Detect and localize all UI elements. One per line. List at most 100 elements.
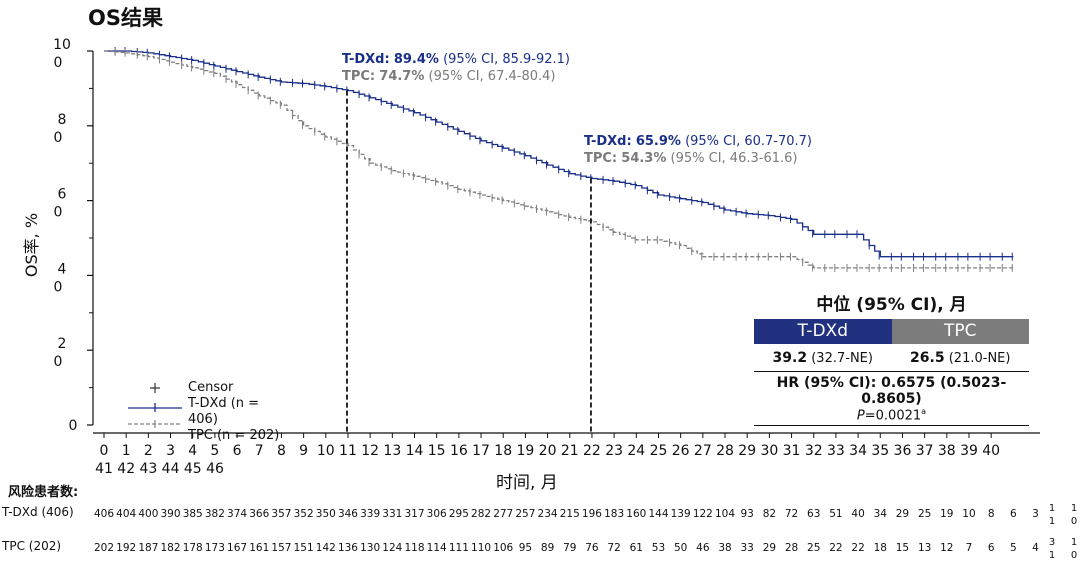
risk-value-tpc-15: 114 [427, 542, 447, 554]
x-tick-label-24: 24 [627, 443, 645, 459]
risk-value-tpc-18: 106 [493, 542, 513, 554]
x-tick-label-39: 39 [960, 443, 978, 459]
risk-value-tpc-4: 178 [183, 542, 203, 554]
annotation-22mo-tpc-ci: (95% CI, 46.3-61.6) [670, 151, 798, 166]
risk-tail-tdxd-1-bottom: 0 [1071, 516, 1077, 527]
annotation-11mo-tdxd-value: 89.4% [393, 52, 439, 67]
risk-value-tpc-13: 124 [382, 542, 402, 554]
risk-tail-tpc-1-bottom: 0 [1071, 550, 1077, 561]
risk-value-tpc-32: 25 [807, 542, 820, 554]
series-line-tpc [104, 50, 1014, 269]
x-tick-label-7: 7 [255, 443, 264, 459]
x-tick-label-21: 21 [561, 443, 579, 459]
x-tick-label-40: 40 [982, 443, 1000, 459]
risk-value-tpc-12: 130 [360, 542, 380, 554]
x-tick-label-14: 14 [406, 443, 424, 459]
risk-value-tpc-30: 29 [763, 542, 776, 554]
median-tpc-number: 26.5 [910, 350, 945, 366]
legend-tpc-label: TPC (n = 202) [188, 428, 280, 443]
risk-value-tdxd-38: 19 [940, 508, 953, 520]
risk-value-tdxd-31: 72 [785, 508, 798, 520]
x-tick-label-31: 31 [783, 443, 801, 459]
x-tick-label-12: 12 [361, 443, 379, 459]
x-axis-label: 时间, 月 [496, 473, 558, 493]
risk-label-tdxd: T-DXd (406) [2, 505, 74, 519]
risk-value-tpc-42: 4 [1032, 542, 1039, 554]
legend-tdxd-label: T-DXd (n = [188, 396, 260, 411]
risk-value-tdxd-33: 51 [829, 508, 842, 520]
risk-value-tpc-19: 95 [519, 542, 532, 554]
risk-value-tpc-3: 182 [161, 542, 181, 554]
x-tick-label-37: 37 [916, 443, 934, 459]
risk-label-tpc: TPC (202) [2, 539, 62, 553]
risk-tail-tpc-0-bottom: 1 [1049, 550, 1055, 561]
risk-value-tpc-14: 118 [404, 542, 424, 554]
legend-tdxd-line [128, 403, 182, 412]
risk-value-tdxd-24: 160 [626, 508, 646, 520]
risk-value-tpc-38: 12 [940, 542, 953, 554]
risk-value-tdxd-41: 6 [1010, 508, 1017, 520]
x-tick-label-20: 20 [539, 443, 557, 459]
x-tick-label-2: 2 [144, 443, 153, 459]
risk-value-tdxd-17: 282 [471, 508, 491, 520]
median-tdxd-number: 39.2 [772, 350, 808, 366]
x-tick-label-row2-46: 46 [206, 461, 224, 477]
x-tick-label-13: 13 [383, 443, 401, 459]
annotation-11mo-tdxd-name: T-DXd: [342, 52, 390, 67]
median-header-tdxd: T-DXd [754, 319, 892, 344]
risk-value-tpc-6: 167 [227, 542, 247, 554]
risk-value-tdxd-39: 10 [962, 508, 975, 520]
risk-value-tdxd-20: 234 [538, 508, 558, 520]
x-tick-label-30: 30 [760, 443, 778, 459]
median-box: 中位 (95% CI), 月 T-DXd TPC 39.2 (32.7-NE) … [754, 290, 1029, 427]
risk-value-tpc-20: 89 [541, 542, 554, 554]
x-tick-label-9: 9 [299, 443, 308, 459]
risk-value-tdxd-25: 144 [648, 508, 668, 520]
risk-value-tdxd-1: 404 [116, 508, 136, 520]
risk-value-tdxd-32: 63 [807, 508, 820, 520]
x-tick-label-18: 18 [494, 443, 512, 459]
risk-value-tpc-24: 61 [630, 542, 643, 554]
risk-value-tpc-7: 161 [249, 542, 269, 554]
x-tick-label-1: 1 [122, 443, 131, 459]
median-tpc-ci: (21.0-NE) [948, 351, 1011, 366]
median-title: 中位 (95% CI), 月 [816, 295, 967, 315]
x-tick-label-8: 8 [277, 443, 286, 459]
risk-value-tdxd-7: 366 [249, 508, 269, 520]
x-tick-label-19: 19 [516, 443, 534, 459]
y-tick-label-0: 0 [69, 418, 78, 434]
risk-table-heading: 风险患者数: [8, 485, 79, 500]
median-value-tdxd: 39.2 (32.7-NE) [754, 350, 892, 366]
risk-value-tdxd-26: 139 [671, 508, 691, 520]
p-label: P [856, 408, 865, 424]
risk-value-tpc-16: 111 [449, 542, 469, 554]
y-tick-label-40: 4 [58, 261, 67, 277]
risk-value-tdxd-0: 406 [94, 508, 114, 520]
risk-value-tdxd-5: 382 [205, 508, 225, 520]
risk-value-tdxd-34: 40 [851, 508, 864, 520]
x-tick-label-0: 0 [100, 443, 109, 459]
legend-censor-label: Censor [188, 380, 234, 395]
risk-value-tpc-36: 15 [896, 542, 909, 554]
risk-value-tpc-31: 28 [785, 542, 798, 554]
risk-value-tpc-11: 136 [338, 542, 358, 554]
risk-value-tdxd-18: 277 [493, 508, 513, 520]
y-tick-label-100-b: 0 [54, 55, 63, 71]
annotation-11mo-tpc-name: TPC: [342, 69, 376, 84]
risk-value-tdxd-42: 3 [1032, 508, 1039, 520]
x-tick-label-32: 32 [805, 443, 823, 459]
risk-value-tdxd-10: 350 [316, 508, 336, 520]
y-tick-label-40-b: 0 [54, 279, 63, 295]
risk-value-tpc-22: 76 [585, 542, 599, 554]
risk-value-tpc-8: 157 [271, 542, 291, 554]
risk-value-tdxd-11: 346 [338, 508, 358, 520]
y-axis-label: OS率, % [22, 212, 41, 278]
risk-value-tdxd-19: 257 [515, 508, 535, 520]
y-tick-label-100: 10 [53, 37, 71, 53]
risk-value-tdxd-3: 390 [161, 508, 181, 520]
hazard-ratio: HR (95% CI): 0.6575 (0.5023-0.8605) [776, 375, 1007, 407]
risk-value-tpc-29: 33 [741, 542, 754, 554]
risk-value-tdxd-15: 306 [427, 508, 447, 520]
median-header-tpc: TPC [891, 319, 1029, 344]
risk-value-tdxd-36: 29 [896, 508, 909, 520]
